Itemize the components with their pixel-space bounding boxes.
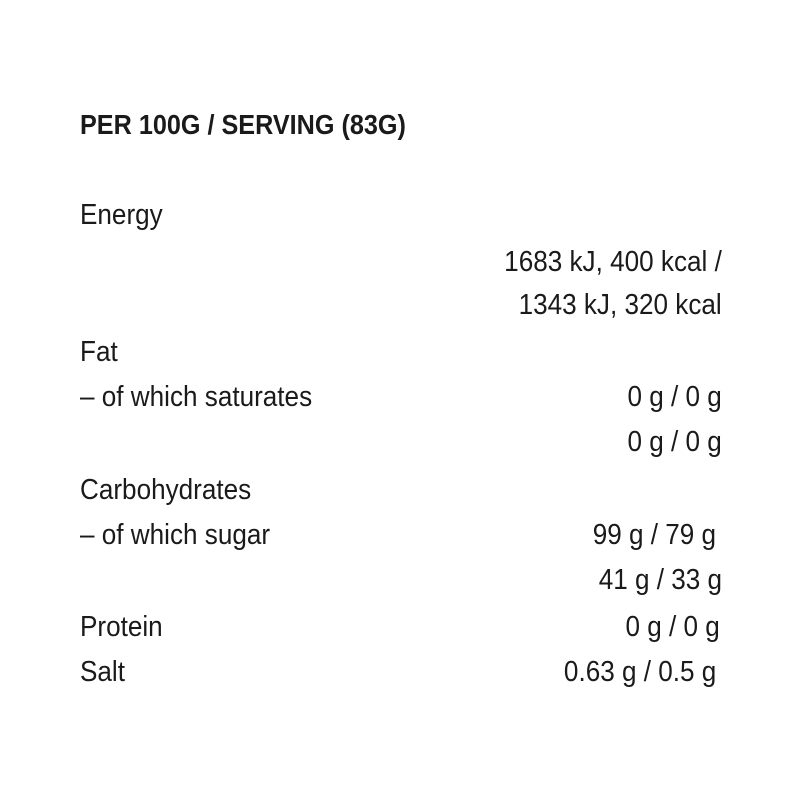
label-saturates: – of which saturates xyxy=(80,381,313,413)
value-protein: 0 g / 0 g xyxy=(625,611,720,643)
value-energy-per-serving: 1343 kJ, 320 kcal xyxy=(518,289,722,321)
value-salt: 0.63 g / 0.5 g xyxy=(563,656,716,688)
value-saturates: 0 g / 0 g xyxy=(627,426,722,458)
label-carbohydrates: Carbohydrates xyxy=(80,474,252,506)
label-salt: Salt xyxy=(80,656,125,688)
label-energy: Energy xyxy=(80,199,163,231)
label-fat: Fat xyxy=(80,336,118,368)
label-sugar: – of which sugar xyxy=(80,519,271,551)
value-fat: 0 g / 0 g xyxy=(627,381,722,413)
value-energy-per-100g: 1683 kJ, 400 kcal / xyxy=(504,246,722,278)
value-sugar: 41 g / 33 g xyxy=(598,564,722,596)
label-protein: Protein xyxy=(80,611,163,643)
table-title: PER 100G / SERVING (83G) xyxy=(80,109,406,140)
value-carbohydrates: 99 g / 79 g xyxy=(592,519,716,551)
